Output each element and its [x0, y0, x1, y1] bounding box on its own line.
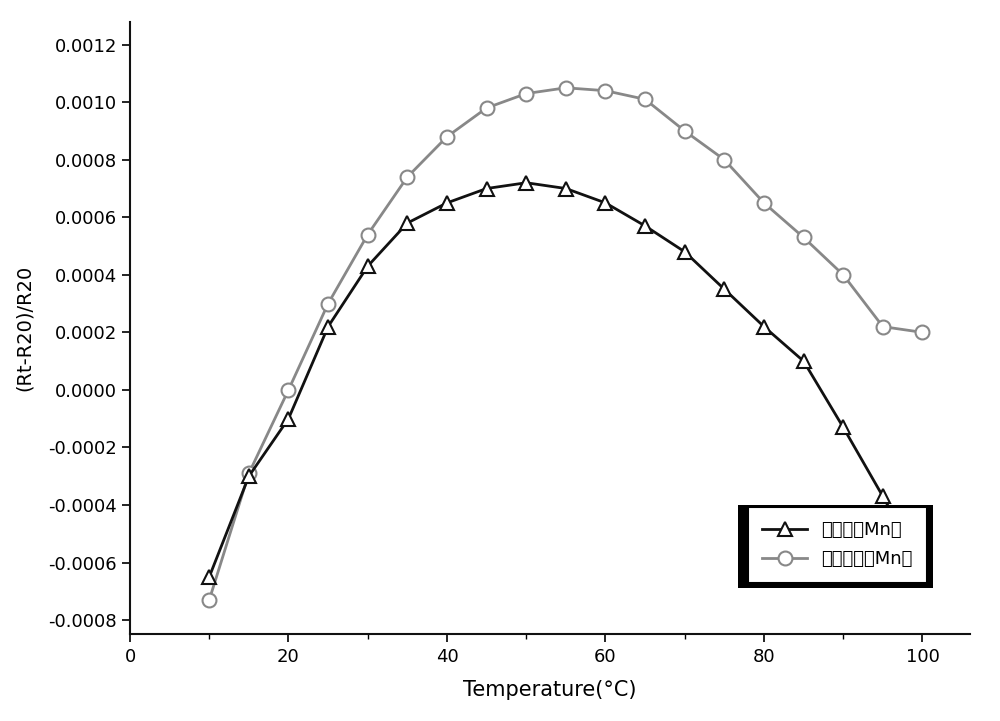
- 带有氧化脱Mn层: [560, 84, 572, 92]
- 带有氧化脱Mn层: [916, 328, 928, 337]
- 无氧化脱Mn层: [243, 472, 255, 481]
- 无氧化脱Mn层: [520, 178, 532, 187]
- 带有氧化脱Mn层: [718, 156, 730, 164]
- 无氧化脱Mn层: [203, 572, 215, 581]
- 带有氧化脱Mn层: [798, 233, 810, 242]
- 带有氧化脱Mn层: [481, 104, 493, 112]
- 无氧化脱Mn层: [877, 492, 889, 500]
- 无氧化脱Mn层: [481, 184, 493, 193]
- 无氧化脱Mn层: [639, 221, 651, 230]
- 带有氧化脱Mn层: [639, 95, 651, 104]
- 带有氧化脱Mn层: [679, 127, 691, 136]
- 带有氧化脱Mn层: [520, 89, 532, 98]
- 带有氧化脱Mn层: [599, 87, 611, 95]
- Legend: 无氧化脱Mn层, 带有氧化脱Mn层: 无氧化脱Mn层, 带有氧化脱Mn层: [748, 507, 927, 583]
- 无氧化脱Mn层: [798, 357, 810, 366]
- 带有氧化脱Mn层: [322, 299, 334, 308]
- 无氧化脱Mn层: [599, 198, 611, 207]
- 带有氧化脱Mn层: [243, 469, 255, 478]
- 无氧化脱Mn层: [916, 564, 928, 572]
- 带有氧化脱Mn层: [362, 230, 374, 239]
- 无氧化脱Mn层: [679, 247, 691, 256]
- 无氧化脱Mn层: [441, 198, 453, 207]
- FancyBboxPatch shape: [738, 505, 933, 588]
- 带有氧化脱Mn层: [837, 270, 849, 279]
- Line: 带有氧化脱Mn层: 带有氧化脱Mn层: [202, 81, 929, 607]
- X-axis label: Temperature(°C): Temperature(°C): [463, 680, 637, 699]
- 无氧化脱Mn层: [718, 285, 730, 293]
- 无氧化脱Mn层: [282, 415, 294, 423]
- Line: 无氧化脱Mn层: 无氧化脱Mn层: [202, 176, 929, 584]
- 无氧化脱Mn层: [401, 218, 413, 227]
- 带有氧化脱Mn层: [203, 596, 215, 604]
- 无氧化脱Mn层: [362, 262, 374, 270]
- 无氧化脱Mn层: [758, 322, 770, 331]
- 带有氧化脱Mn层: [282, 386, 294, 394]
- Y-axis label: (Rt-R20)/R20: (Rt-R20)/R20: [15, 265, 34, 392]
- 带有氧化脱Mn层: [758, 198, 770, 207]
- 无氧化脱Mn层: [560, 184, 572, 193]
- 无氧化脱Mn层: [322, 322, 334, 331]
- 带有氧化脱Mn层: [441, 133, 453, 141]
- 带有氧化脱Mn层: [401, 172, 413, 181]
- 无氧化脱Mn层: [837, 423, 849, 432]
- 带有氧化脱Mn层: [877, 322, 889, 331]
